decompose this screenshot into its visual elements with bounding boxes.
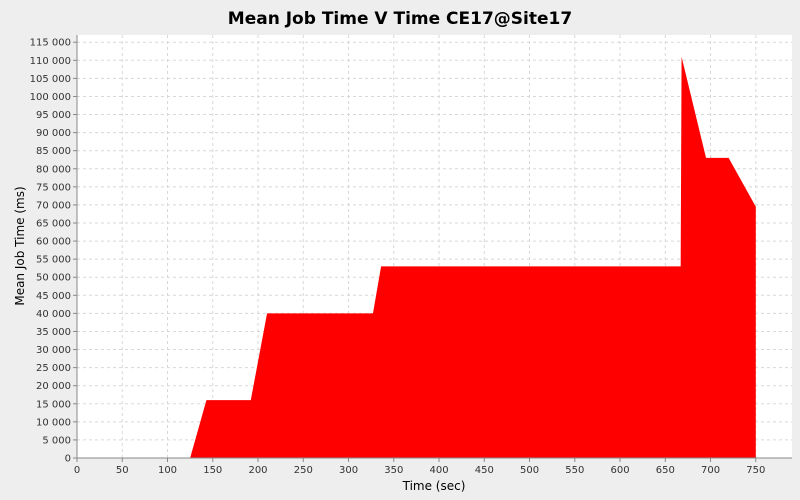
y-tick-label: 0 bbox=[65, 454, 71, 465]
y-tick-label: 70 000 bbox=[36, 200, 71, 211]
y-tick-label: 65 000 bbox=[36, 219, 71, 230]
x-tick-label: 700 bbox=[701, 465, 720, 476]
y-tick-label: 115 000 bbox=[30, 38, 71, 49]
y-tick-label: 50 000 bbox=[36, 273, 71, 284]
y-tick-label: 80 000 bbox=[36, 164, 71, 175]
y-tick-label: 45 000 bbox=[36, 291, 71, 302]
y-tick-label: 75 000 bbox=[36, 182, 71, 193]
y-tick-label: 110 000 bbox=[30, 56, 71, 67]
x-tick-label: 400 bbox=[429, 465, 448, 476]
series-layer bbox=[190, 56, 756, 458]
x-tick-label: 100 bbox=[158, 465, 177, 476]
x-tick-label: 450 bbox=[475, 465, 494, 476]
x-tick-label: 550 bbox=[565, 465, 584, 476]
x-tick-label: 300 bbox=[339, 465, 358, 476]
x-tick-label: 200 bbox=[248, 465, 267, 476]
y-tick-label: 105 000 bbox=[30, 74, 71, 85]
y-tick-label: 25 000 bbox=[36, 363, 71, 374]
y-tick-label: 30 000 bbox=[36, 345, 71, 356]
y-tick-label: 85 000 bbox=[36, 146, 71, 157]
x-tick-label: 500 bbox=[520, 465, 539, 476]
x-tick-label: 50 bbox=[116, 465, 129, 476]
y-tick-label: 90 000 bbox=[36, 128, 71, 139]
x-tick-label: 350 bbox=[384, 465, 403, 476]
y-axis-label: Mean Job Time (ms) bbox=[13, 186, 27, 305]
x-tick-label: 650 bbox=[656, 465, 675, 476]
y-tick-label: 20 000 bbox=[36, 381, 71, 392]
x-tick-label: 0 bbox=[74, 465, 80, 476]
y-tick-label: 60 000 bbox=[36, 237, 71, 248]
x-tick-label: 750 bbox=[746, 465, 765, 476]
chart-title: Mean Job Time V Time CE17@Site17 bbox=[228, 9, 572, 29]
series-area bbox=[190, 56, 756, 458]
axes-layer: 0 50 100 150 200 250 300 350 400 450 500 550 600 650 7… bbox=[30, 35, 792, 476]
y-tick-label: 100 000 bbox=[30, 92, 71, 103]
y-tick-label: 15 000 bbox=[36, 399, 71, 410]
y-tick-label: 35 000 bbox=[36, 327, 71, 338]
x-tick-label: 150 bbox=[203, 465, 222, 476]
x-axis-label: Time (sec) bbox=[402, 479, 466, 493]
x-tick-label: 600 bbox=[610, 465, 629, 476]
y-tick-label: 95 000 bbox=[36, 110, 71, 121]
y-tick-label: 55 000 bbox=[36, 255, 71, 266]
y-tick-label: 10 000 bbox=[36, 417, 71, 428]
x-tick-label: 250 bbox=[294, 465, 313, 476]
y-tick-label: 5 000 bbox=[42, 435, 71, 446]
y-tick-label: 40 000 bbox=[36, 309, 71, 320]
